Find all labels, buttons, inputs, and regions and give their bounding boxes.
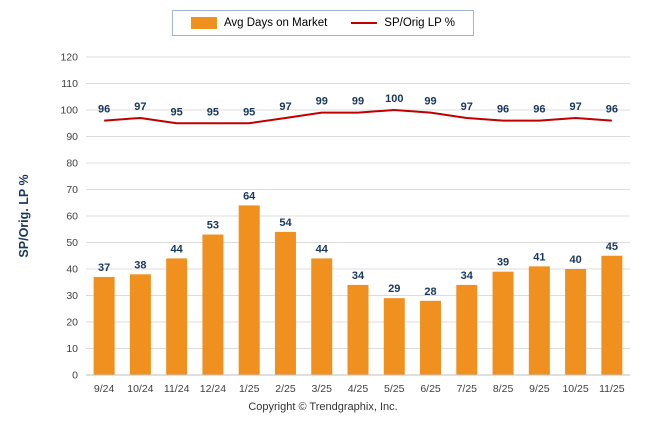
x-tick-label: 4/25 <box>348 383 369 395</box>
y-tick-label: 10 <box>66 343 78 355</box>
line-value-label: 99 <box>352 96 364 108</box>
line-value-label: 95 <box>243 106 255 118</box>
line-value-label: 99 <box>316 96 328 108</box>
bar-value-label: 44 <box>316 243 329 255</box>
bar <box>565 269 587 375</box>
bar-value-label: 29 <box>388 283 400 295</box>
x-tick-label: 11/24 <box>164 383 190 395</box>
bar-value-label: 28 <box>424 286 436 298</box>
bar-value-label: 37 <box>98 262 110 274</box>
y-tick-label: 0 <box>72 370 78 382</box>
y-tick-label: 30 <box>66 290 78 302</box>
x-tick-label: 1/25 <box>239 383 260 395</box>
y-tick-label: 40 <box>66 264 78 276</box>
bar-value-label: 44 <box>171 243 184 255</box>
bar-value-label: 39 <box>497 257 509 269</box>
y-tick-label: 110 <box>61 78 78 90</box>
line-value-label: 97 <box>569 101 581 113</box>
y-tick-label: 90 <box>66 131 78 143</box>
line-value-label: 99 <box>424 96 436 108</box>
legend-label-avg-days: Avg Days on Market <box>223 17 328 29</box>
y-tick-label: 70 <box>66 184 78 196</box>
bar-value-label: 38 <box>134 259 146 271</box>
bar <box>238 205 260 375</box>
bar <box>166 258 188 375</box>
bar <box>492 271 514 375</box>
line-value-label: 97 <box>279 101 291 113</box>
line-value-label: 95 <box>171 106 183 118</box>
trend-line <box>104 109 612 125</box>
bar <box>202 234 224 375</box>
line-value-label: 97 <box>134 101 146 113</box>
y-tick-label: 120 <box>60 52 78 64</box>
bar <box>383 298 405 375</box>
y-axis-title: SP/Orig. LP % <box>17 174 31 257</box>
bar-value-label: 41 <box>533 251 545 263</box>
line-value-label: 96 <box>533 104 545 116</box>
x-tick-label: 10/24 <box>127 383 153 395</box>
bar <box>528 266 550 375</box>
line-value-label: 96 <box>98 104 110 116</box>
y-tick-label: 60 <box>66 211 78 223</box>
x-tick-label: 10/25 <box>562 383 588 395</box>
legend-item-sp-orig-lp: SP/Orig LP % <box>351 17 455 29</box>
x-tick-label: 6/25 <box>420 383 441 395</box>
bar-value-label: 45 <box>606 241 618 253</box>
y-tick-label: 100 <box>60 105 78 117</box>
chart-legend: Avg Days on Market SP/Orig LP % <box>171 10 475 36</box>
bar-value-label: 40 <box>569 254 581 266</box>
bar-value-label: 64 <box>243 190 256 202</box>
bar <box>420 300 442 375</box>
line-swatch-icon <box>351 21 378 25</box>
x-tick-label: 9/25 <box>529 383 550 395</box>
x-tick-label: 11/25 <box>599 383 625 395</box>
y-tick-label: 80 <box>66 158 78 170</box>
x-tick-label: 12/24 <box>200 383 226 395</box>
y-tick-label: 50 <box>66 237 78 249</box>
x-tick-label: 5/25 <box>384 383 405 395</box>
bar-swatch-icon <box>190 17 217 29</box>
bar <box>601 255 623 375</box>
line-value-label: 96 <box>606 104 618 116</box>
y-tick-label: 20 <box>66 317 78 329</box>
bar-value-label: 54 <box>279 217 292 229</box>
bar <box>347 284 369 375</box>
bar <box>311 258 333 375</box>
legend-item-avg-days: Avg Days on Market <box>190 17 328 29</box>
bar <box>456 284 478 375</box>
bar <box>93 276 115 375</box>
x-tick-label: 7/25 <box>457 383 478 395</box>
combo-chart: 0 10 20 30 40 50 60 70 80 90 100 110 120 9/24 10/24 11/… <box>17 52 630 395</box>
x-tick-label: 2/25 <box>275 383 296 395</box>
x-tick-label: 9/24 <box>94 383 115 395</box>
bar <box>129 274 151 375</box>
bar-value-label: 34 <box>461 270 474 282</box>
copyright-text: Copyright © Trendgraphix, Inc. <box>248 401 398 413</box>
line-value-label: 100 <box>385 93 403 105</box>
legend-label-sp-orig-lp: SP/Orig LP % <box>384 17 456 29</box>
bar-value-label: 53 <box>207 220 219 232</box>
x-tick-label: 8/25 <box>493 383 514 395</box>
line-value-label: 96 <box>497 104 509 116</box>
bar <box>274 231 296 375</box>
line-value-label: 95 <box>207 106 219 118</box>
line-value-label: 97 <box>461 101 473 113</box>
bar-value-label: 34 <box>352 270 365 282</box>
x-tick-label: 3/25 <box>312 383 333 395</box>
